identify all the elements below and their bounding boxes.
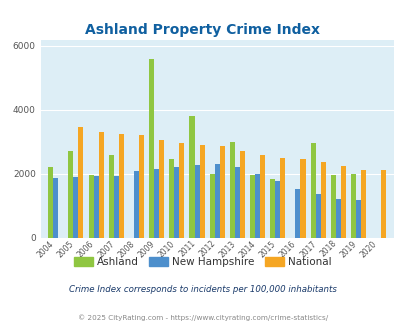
Text: Crime Index corresponds to incidents per 100,000 inhabitants: Crime Index corresponds to incidents per… xyxy=(69,285,336,294)
Bar xyxy=(109,154,113,238)
Text: Ashland Property Crime Index: Ashland Property Crime Index xyxy=(85,23,320,37)
Bar xyxy=(68,151,73,238)
Bar xyxy=(98,132,103,238)
Bar xyxy=(113,176,119,238)
Bar xyxy=(260,154,264,238)
Bar xyxy=(134,171,139,238)
Bar xyxy=(234,167,239,238)
Bar xyxy=(149,59,154,238)
Bar xyxy=(249,175,254,238)
Bar xyxy=(174,167,179,238)
Bar xyxy=(315,194,320,238)
Bar xyxy=(73,177,78,238)
Bar xyxy=(154,169,159,238)
Bar xyxy=(88,175,93,238)
Bar xyxy=(300,159,305,238)
Bar xyxy=(350,174,355,238)
Bar xyxy=(310,144,315,238)
Bar xyxy=(189,116,194,238)
Bar xyxy=(194,165,199,238)
Bar xyxy=(279,158,285,238)
Bar xyxy=(239,151,244,238)
Bar xyxy=(209,174,214,238)
Legend: Ashland, New Hampshire, National: Ashland, New Hampshire, National xyxy=(70,253,335,271)
Bar xyxy=(139,135,144,238)
Text: © 2025 CityRating.com - https://www.cityrating.com/crime-statistics/: © 2025 CityRating.com - https://www.city… xyxy=(78,314,327,321)
Bar xyxy=(380,170,385,238)
Bar xyxy=(93,176,98,238)
Bar xyxy=(320,162,325,238)
Bar xyxy=(340,166,345,238)
Bar xyxy=(219,146,224,238)
Bar xyxy=(270,179,275,238)
Bar xyxy=(229,142,234,238)
Bar xyxy=(275,182,279,238)
Bar xyxy=(330,175,335,238)
Bar xyxy=(254,174,260,238)
Bar xyxy=(295,189,300,238)
Bar xyxy=(199,145,204,238)
Bar xyxy=(360,170,365,238)
Bar xyxy=(78,127,83,238)
Bar xyxy=(53,178,58,238)
Bar xyxy=(214,164,219,238)
Bar xyxy=(335,199,340,238)
Bar xyxy=(119,134,124,238)
Bar xyxy=(48,167,53,238)
Bar xyxy=(169,159,174,238)
Bar xyxy=(159,140,164,238)
Bar xyxy=(355,200,360,238)
Bar xyxy=(179,144,184,238)
